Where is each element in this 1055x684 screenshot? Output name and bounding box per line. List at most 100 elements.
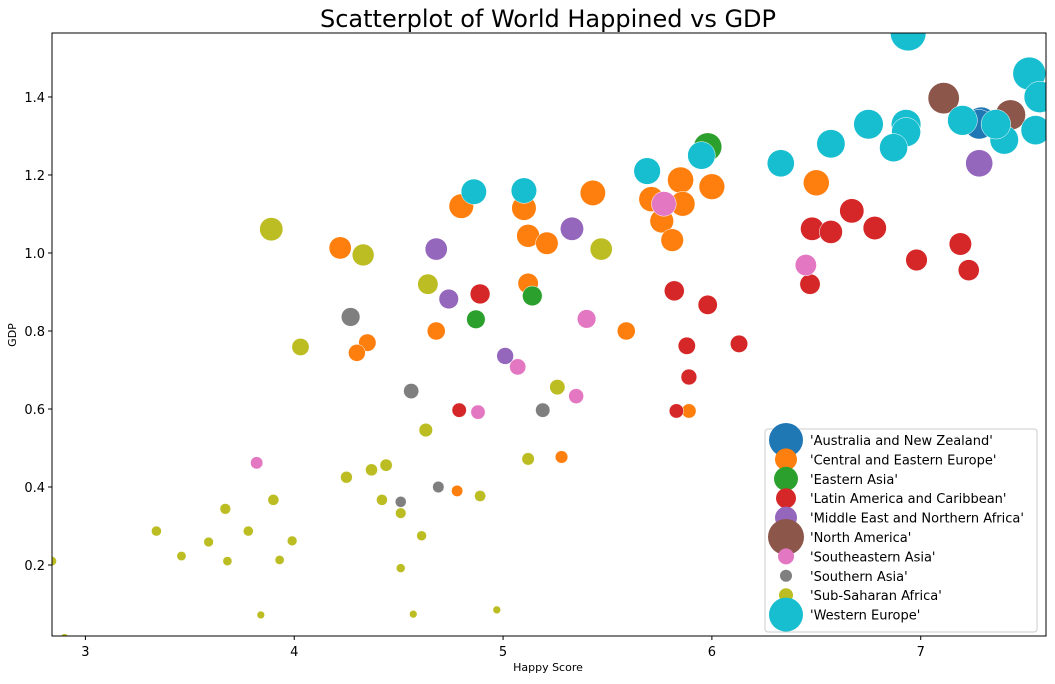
data-point <box>340 471 353 484</box>
legend-label: 'Central and Eastern Europe' <box>810 453 996 468</box>
data-point <box>667 166 694 194</box>
data-point <box>535 231 559 255</box>
data-point <box>1023 81 1046 113</box>
data-point <box>560 216 584 241</box>
data-point <box>492 605 501 615</box>
data-point <box>460 178 487 205</box>
data-point <box>376 494 388 506</box>
data-point <box>219 503 231 515</box>
data-point <box>341 307 361 327</box>
legend-marker <box>769 423 803 457</box>
x-tick-label: 5 <box>499 645 507 660</box>
data-point <box>509 358 527 376</box>
data-point <box>291 338 310 356</box>
data-point <box>948 232 972 256</box>
data-point <box>522 285 543 307</box>
data-point <box>697 294 718 315</box>
data-point <box>394 496 407 508</box>
points-layer <box>52 33 1046 636</box>
data-point <box>905 248 928 272</box>
data-point <box>730 334 748 353</box>
data-point <box>927 82 960 115</box>
data-point <box>351 243 375 267</box>
y-axis-label: GDP <box>6 323 19 347</box>
legend-label: 'Southern Asia' <box>810 570 908 585</box>
data-point <box>510 177 537 204</box>
data-point <box>417 273 439 295</box>
y-tick-label: 1.2 <box>24 169 45 184</box>
data-point <box>267 494 280 506</box>
x-axis-label: Happy Score <box>513 661 583 674</box>
data-point <box>947 105 978 136</box>
data-point <box>957 259 980 281</box>
data-point <box>803 169 830 197</box>
data-point <box>256 610 265 620</box>
data-point <box>432 480 445 494</box>
data-point <box>259 217 284 242</box>
data-point <box>819 220 843 244</box>
data-point <box>554 450 569 464</box>
data-point <box>396 563 406 573</box>
legend-marker <box>775 448 797 471</box>
legend-marker <box>778 548 794 565</box>
data-point <box>424 237 448 261</box>
data-point <box>470 404 486 420</box>
data-point <box>243 525 254 537</box>
data-point <box>379 458 393 472</box>
data-point <box>687 141 716 170</box>
data-point <box>203 536 214 548</box>
legend-label: 'Latin America and Caribbean' <box>810 492 1007 507</box>
data-point <box>616 321 636 341</box>
data-point <box>535 402 551 418</box>
data-point <box>980 109 1011 140</box>
data-point <box>589 237 613 261</box>
data-point <box>664 280 685 302</box>
data-point <box>416 530 427 541</box>
data-point <box>839 198 865 224</box>
data-point <box>176 551 187 561</box>
data-point <box>466 309 486 329</box>
data-point <box>426 321 446 341</box>
data-point <box>698 173 726 200</box>
legend-marker <box>768 519 804 555</box>
data-point <box>549 379 566 396</box>
data-point <box>879 133 908 162</box>
legend-label: 'Eastern Asia' <box>810 473 898 488</box>
y-tick-label: 0.6 <box>24 403 45 418</box>
legend-marker <box>776 488 796 509</box>
y-tick-label: 1.0 <box>24 247 45 262</box>
x-tick-label: 3 <box>81 645 89 660</box>
data-point <box>409 610 418 619</box>
data-point <box>660 228 684 252</box>
data-point <box>633 157 661 185</box>
data-point <box>469 283 491 305</box>
y-tick-label: 1.4 <box>24 91 45 106</box>
legend-label: 'Australia and New Zealand' <box>810 434 993 449</box>
data-point <box>287 535 298 546</box>
data-point <box>794 254 817 277</box>
data-point <box>151 525 162 537</box>
data-point <box>496 347 514 365</box>
data-point <box>403 383 420 399</box>
x-tick-label: 6 <box>708 645 716 660</box>
data-point <box>274 555 285 565</box>
legend-marker <box>774 466 798 491</box>
data-point <box>451 402 467 418</box>
data-point <box>521 452 535 466</box>
legend-marker <box>780 569 792 582</box>
data-point <box>365 463 378 477</box>
data-point <box>451 484 464 497</box>
data-point <box>890 33 927 52</box>
data-point <box>816 129 846 159</box>
data-point <box>1020 115 1046 145</box>
data-point <box>250 456 264 470</box>
data-point <box>668 403 684 419</box>
y-tick-label: 0.4 <box>24 481 45 496</box>
legend-label: 'Sub-Saharan Africa' <box>810 589 942 604</box>
data-point <box>328 236 352 260</box>
legend-label: 'Southeastern Asia' <box>810 550 936 565</box>
data-point <box>862 216 887 240</box>
legend: 'Australia and New Zealand' 'Central and … <box>764 423 1038 633</box>
data-point <box>395 507 407 519</box>
